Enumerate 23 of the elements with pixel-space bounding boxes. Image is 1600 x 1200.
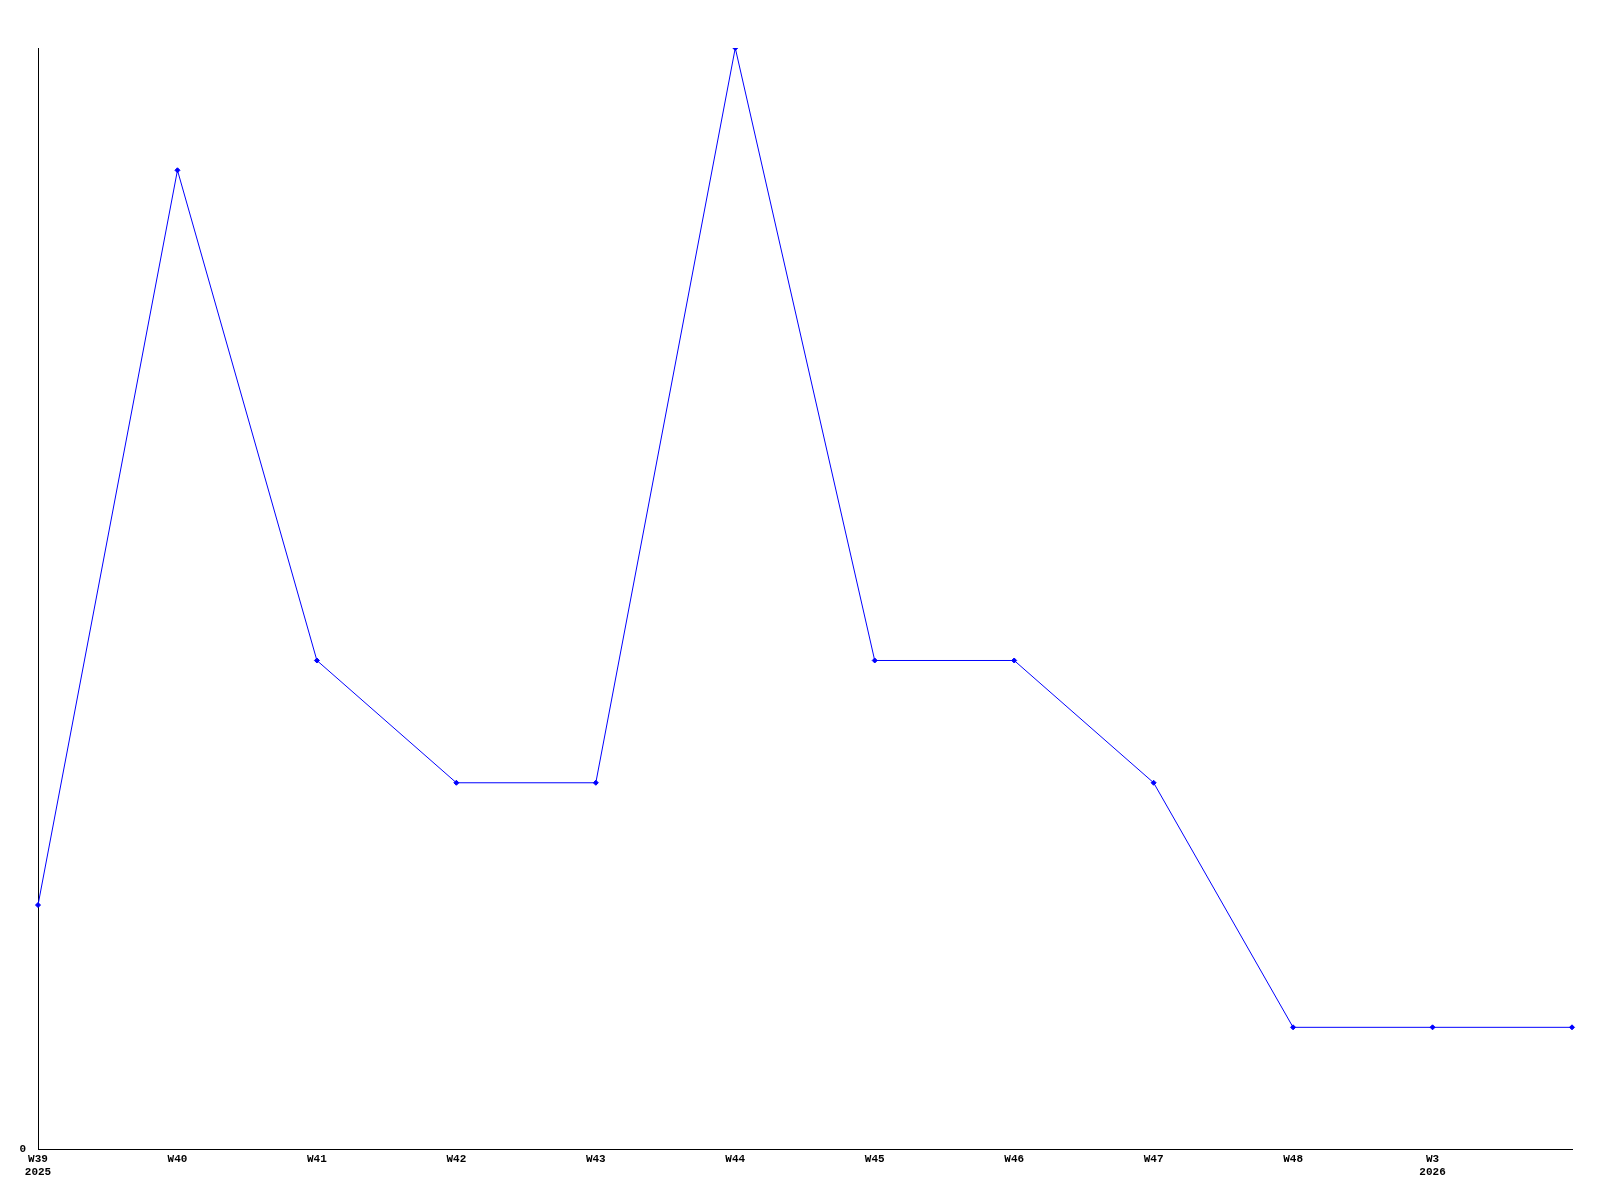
x-tick-label: W47 bbox=[1143, 1152, 1164, 1165]
x-tick-label: W46 bbox=[1004, 1152, 1025, 1165]
point bbox=[1011, 657, 1018, 664]
x-tick-label: W48 bbox=[1283, 1152, 1304, 1165]
point bbox=[313, 657, 320, 664]
text: 0 bbox=[19, 1143, 26, 1156]
x-tick-label: W45 bbox=[864, 1152, 886, 1165]
x-tick-label: W43 bbox=[585, 1152, 607, 1165]
point bbox=[174, 167, 181, 174]
x-tick-label: W40 bbox=[167, 1152, 188, 1165]
point bbox=[1429, 1024, 1436, 1031]
x-tick-label: W42 bbox=[446, 1152, 467, 1165]
x-tick-label: W44 bbox=[725, 1152, 746, 1165]
point bbox=[592, 779, 599, 786]
point bbox=[453, 779, 460, 786]
point bbox=[871, 657, 878, 664]
x-tick-label: W41 bbox=[307, 1152, 328, 1165]
x-tick-label: W3 2026 bbox=[1419, 1152, 1446, 1179]
point bbox=[35, 902, 41, 909]
point bbox=[1569, 1024, 1575, 1031]
point bbox=[1150, 779, 1157, 786]
point bbox=[1290, 1024, 1297, 1031]
x-tick-label: W39 2025 bbox=[24, 1152, 52, 1179]
